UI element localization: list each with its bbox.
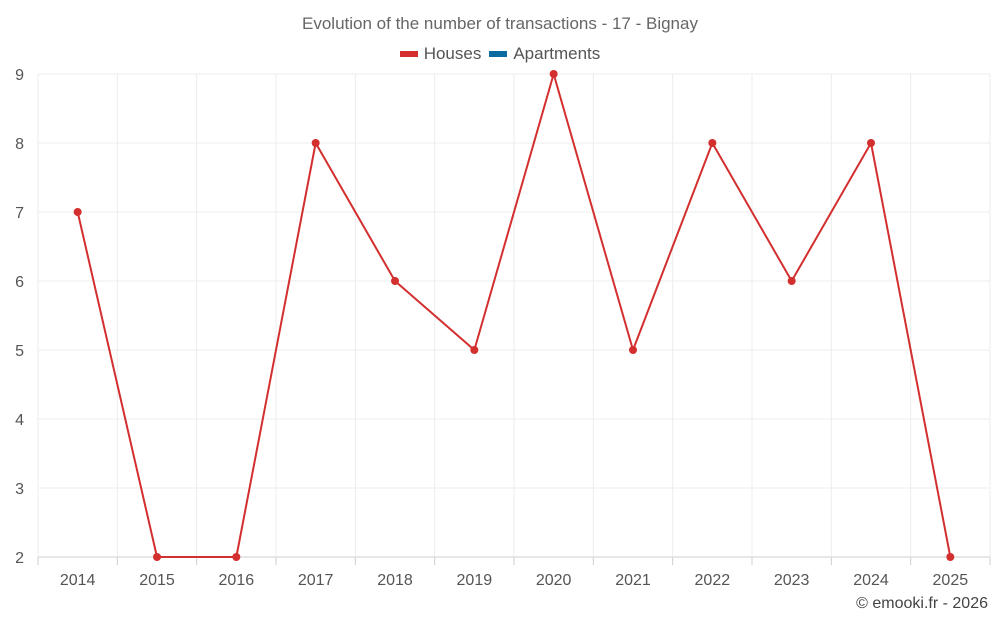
data-point[interactable] [153,553,161,561]
legend-label-apartments: Apartments [513,44,601,63]
y-tick-label: 4 [15,412,24,429]
series-houses [73,70,955,561]
data-point[interactable] [73,208,82,216]
grid [37,73,991,558]
x-tick-label: 2022 [695,572,731,589]
data-point[interactable] [232,553,241,561]
data-point[interactable] [391,277,399,285]
legend: Houses Apartments [0,44,1000,64]
data-point[interactable] [946,553,955,561]
data-point[interactable] [470,346,479,354]
y-tick-label: 2 [15,550,24,567]
data-point[interactable] [787,277,796,285]
data-point[interactable] [629,346,637,354]
y-tick-label: 5 [15,343,24,360]
x-tick-label: 2014 [60,572,96,589]
x-tick-label: 2025 [933,572,969,589]
axes: 2 3 4 5 6 7 8 9 2014 2015 2016 2017 2018 2019 2020 2021… [15,67,991,589]
chart-title: Evolution of the number of transactions … [302,14,698,33]
x-tick-label: 2016 [219,572,255,589]
x-tick-label: 2015 [139,572,175,589]
x-tick-label: 2017 [298,572,334,589]
data-point[interactable] [708,139,717,147]
series-line-houses [76,73,952,558]
y-tick-label: 7 [15,205,24,222]
y-tick-label: 3 [15,481,24,498]
y-tick-label: 9 [15,67,24,84]
x-tick-label: 2020 [536,572,572,589]
x-tick-label: 2023 [774,572,810,589]
legend-item-houses[interactable]: Houses [399,44,482,64]
data-point[interactable] [549,70,558,78]
x-tick-label: 2018 [377,572,413,589]
credit-footer: © emooki.fr - 2026 [856,595,988,612]
x-tick-label: 2019 [457,572,493,589]
x-tick-label: 2021 [615,572,651,589]
legend-label-houses: Houses [423,44,482,63]
data-point[interactable] [311,139,320,147]
y-tick-label: 6 [15,274,24,291]
legend-item-apartments[interactable]: Apartments [489,44,600,64]
apartments-swatch-icon [489,51,508,57]
y-tick-label: 8 [15,136,24,153]
x-tick-label: 2024 [853,572,889,589]
data-point[interactable] [867,139,875,147]
houses-swatch-icon [399,51,418,57]
